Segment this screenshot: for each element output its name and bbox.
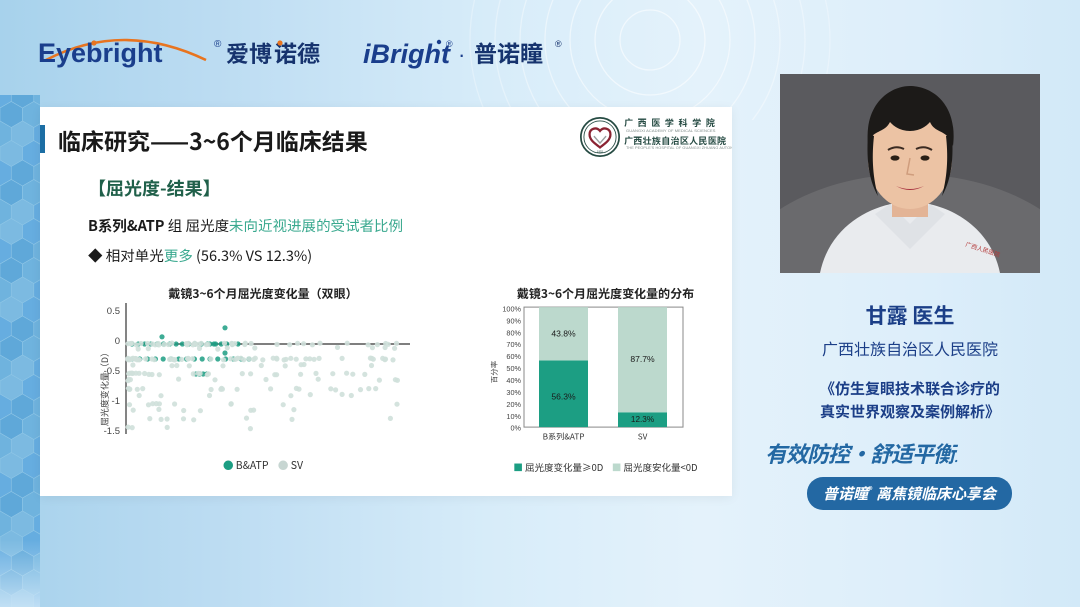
svg-text:100%: 100% [502,305,521,314]
svg-text:®: ® [214,39,222,50]
svg-text:SV: SV [638,430,648,442]
svg-text:诺德: 诺德 [274,35,320,69]
svg-text:普诺瞳: 普诺瞳 [474,35,543,69]
svg-text:屈光度变化量（D）: 屈光度变化量（D） [98,348,111,426]
svg-text:90%: 90% [506,317,521,326]
svg-text:0.5: 0.5 [107,306,120,317]
svg-text:70%: 70% [506,340,521,349]
svg-text:80%: 80% [506,328,521,337]
svg-text:10%: 10% [506,412,521,421]
svg-text:B系列&ATP: B系列&ATP [543,430,585,442]
svg-text:百分率: 百分率 [489,360,500,383]
svg-text:12.3%: 12.3% [631,415,654,424]
svg-text:0%: 0% [510,424,521,433]
svg-text:0: 0 [115,336,120,347]
svg-text:56.3%: 56.3% [551,391,576,401]
svg-text:50%: 50% [506,364,521,373]
svg-text:43.8%: 43.8% [551,329,576,339]
svg-text:®: ® [555,39,562,49]
svg-text:-1: -1 [112,396,120,407]
svg-text:®: ® [446,39,453,49]
svg-text:爱博: 爱博 [226,35,272,69]
svg-text:30%: 30% [506,388,521,397]
svg-text:60%: 60% [506,352,521,361]
svg-text:1952: 1952 [597,150,604,154]
svg-text:·: · [458,42,465,67]
svg-text:40%: 40% [506,376,521,385]
svg-text:-1.5: -1.5 [104,426,120,437]
svg-text:87.7%: 87.7% [630,354,655,364]
svg-text:Eyebright: Eyebright [38,38,163,68]
svg-text:20%: 20% [506,400,521,409]
